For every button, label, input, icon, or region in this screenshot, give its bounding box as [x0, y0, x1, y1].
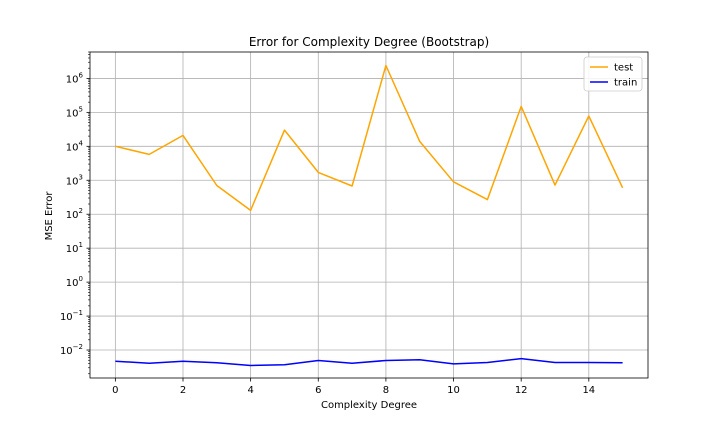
axis-ticks: 0 2 4 6 8 10 12 14 10−2 10−1 100 101 102 103 104 105 106 — [60, 51, 595, 396]
y-tick-label: 105 — [66, 105, 83, 119]
y-tick-label: 106 — [66, 71, 84, 85]
y-tick-label: 103 — [66, 173, 83, 187]
x-tick-label: 6 — [315, 385, 321, 396]
legend-label-train: train — [614, 78, 637, 89]
y-tick-label: 10−2 — [60, 343, 83, 357]
x-tick-label: 14 — [582, 385, 595, 396]
x-tick-label: 0 — [112, 385, 118, 396]
series-line-test — [115, 64, 624, 212]
chart-title: Error for Complexity Degree (Bootstrap) — [249, 35, 489, 49]
x-tick-label: 12 — [515, 385, 528, 396]
y-tick-label: 101 — [66, 241, 83, 255]
x-tick-label: 2 — [180, 385, 186, 396]
y-tick-label: 100 — [66, 275, 83, 289]
x-tick-label: 8 — [383, 385, 389, 396]
plot-frame — [89, 51, 649, 379]
y-tick-label: 10−1 — [60, 309, 83, 323]
legend: test train — [583, 56, 643, 92]
series-lines — [115, 64, 624, 367]
y-axis-label: MSE Error — [44, 191, 55, 241]
y-tick-label: 104 — [66, 139, 84, 153]
series-line-train — [115, 357, 623, 367]
x-tick-label: 10 — [447, 385, 460, 396]
grid-lines — [90, 52, 648, 378]
x-tick-label: 4 — [247, 385, 253, 396]
x-axis-label: Complexity Degree — [321, 400, 417, 411]
legend-label-test: test — [614, 63, 633, 74]
y-tick-label: 102 — [66, 207, 83, 221]
